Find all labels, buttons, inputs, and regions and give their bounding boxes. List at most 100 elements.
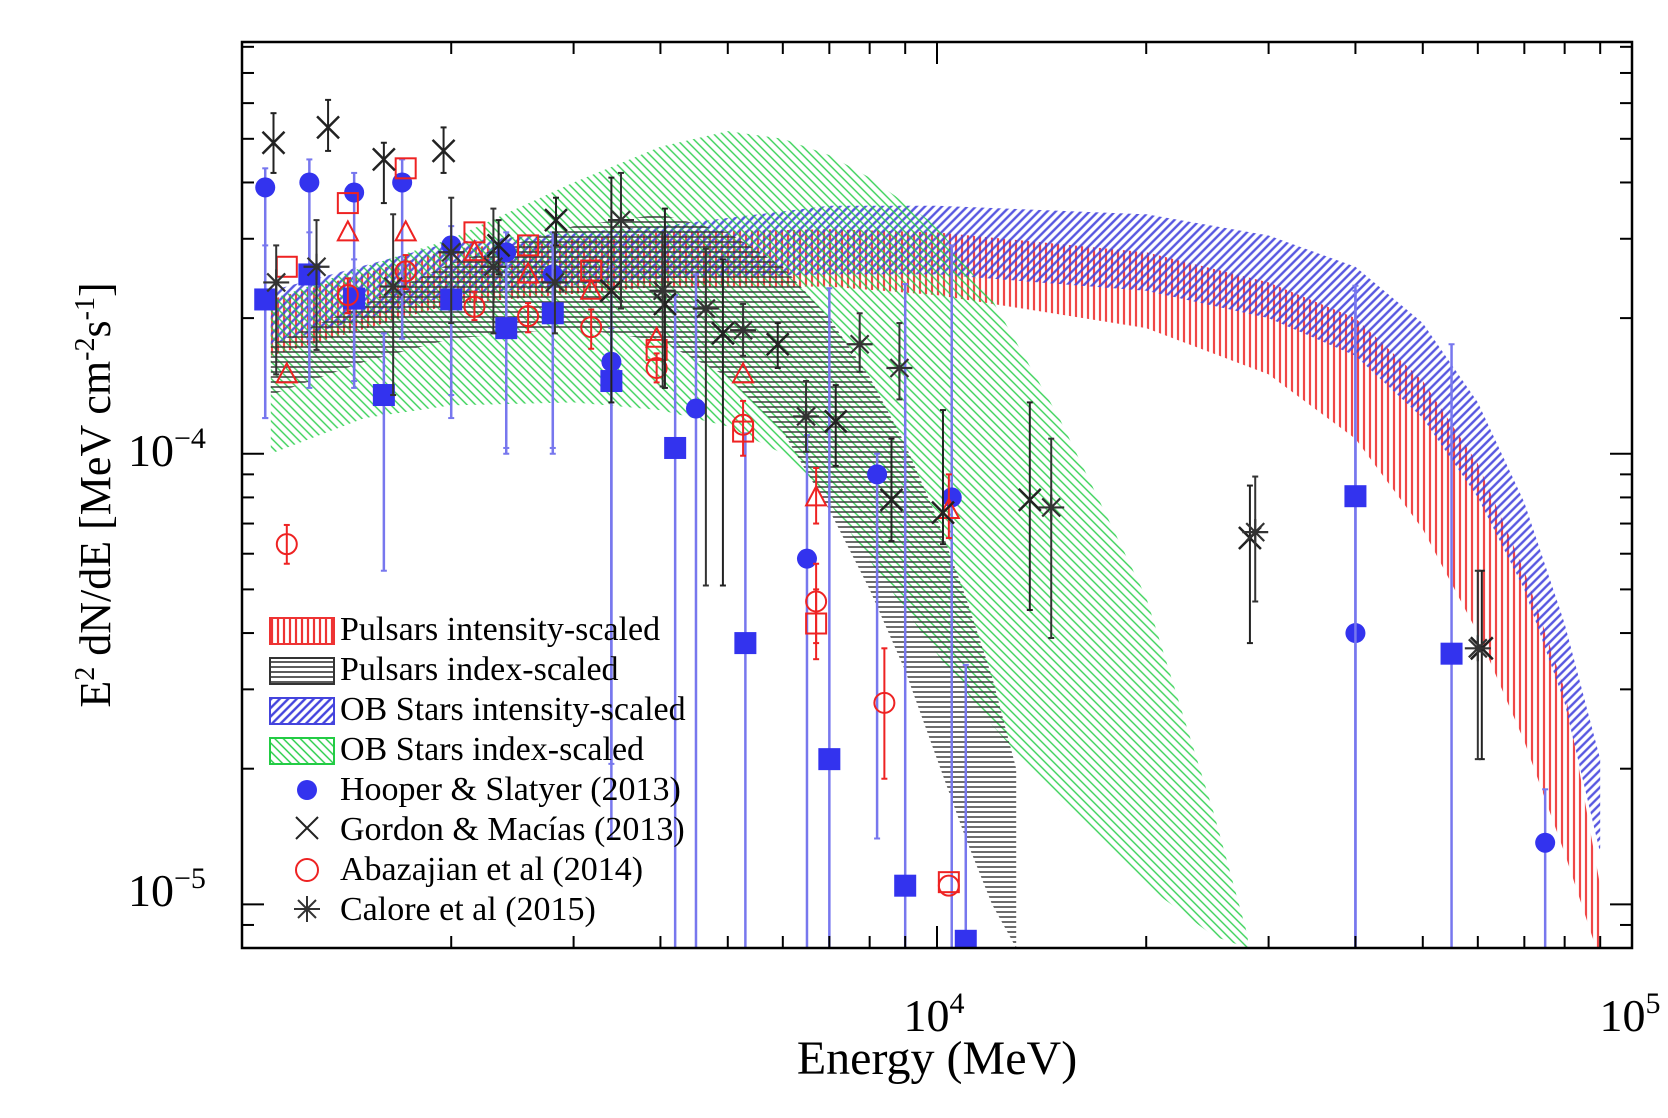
marker	[480, 253, 507, 280]
point-abazajian-open-squares	[394, 157, 417, 180]
marker	[261, 130, 286, 155]
point-gordon-mac-as-2013-	[544, 196, 568, 247]
marker	[664, 436, 687, 459]
legend-marker-calore	[294, 896, 320, 922]
marker	[685, 398, 706, 419]
point-calore-et-al-2015-	[1242, 475, 1269, 603]
point-calore-et-al-2015-	[438, 196, 465, 325]
marker	[793, 403, 820, 430]
marker	[599, 278, 624, 303]
marker	[1464, 635, 1491, 662]
point-abazajian-open-squares	[517, 234, 540, 257]
axis-ticks	[241, 42, 1633, 949]
marker	[692, 295, 719, 322]
point-calore-et-al-2015-	[649, 231, 676, 388]
legend-swatch-ob-intensity	[269, 697, 335, 725]
y-tick-label-1e-5: 10−5	[128, 862, 206, 916]
point-gordon-mac-as-2013-	[371, 141, 396, 205]
point-gordon-mac-as-2013-	[879, 437, 904, 543]
point-hooper-slatyer-squares	[1440, 343, 1463, 948]
point-gordon-mac-as-2013-	[261, 112, 286, 174]
marker	[380, 273, 407, 300]
legend-entry-hooper: Hooper & Slatyer (2013)	[297, 771, 681, 808]
point-calore-et-al-2015-	[607, 171, 634, 310]
point-abazajian-et-al-2014-	[873, 647, 896, 780]
point-gordon-mac-as-2013-	[765, 322, 790, 369]
marker	[263, 269, 290, 296]
point-gordon-mac-as-2013-	[1238, 484, 1262, 645]
marker	[711, 321, 735, 346]
point-calore-et-al-2015-	[886, 322, 913, 401]
point-abazajian-open-squares	[336, 192, 359, 215]
legend-marker-gordon	[295, 816, 319, 840]
marker	[1344, 485, 1367, 508]
legend: Pulsars intensity-scaled Pulsars index-s…	[269, 611, 686, 928]
marker	[954, 929, 977, 948]
marker	[544, 208, 568, 232]
marker	[372, 384, 395, 407]
marker	[804, 484, 828, 507]
point-hooper-slatyer-squares	[734, 432, 757, 948]
legend-label-calore: Calore et al (2015)	[340, 891, 596, 928]
marker	[486, 233, 511, 258]
legend-swatch-pulsars-index	[269, 657, 335, 685]
point-abazajian-open-squares	[805, 588, 828, 661]
marker	[873, 691, 896, 714]
legend-label-abazajian: Abazajian et al (2014)	[340, 851, 643, 888]
marker	[438, 239, 465, 266]
x-axis-label: Energy (MeV)	[797, 1032, 1077, 1085]
point-calore-et-al-2015-	[730, 302, 757, 357]
marker	[275, 361, 299, 384]
marker	[516, 261, 540, 284]
marker	[303, 253, 330, 280]
legend-entry-abazajian: Abazajian et al (2014)	[295, 851, 643, 888]
marker	[867, 464, 888, 485]
points-layer	[254, 98, 1556, 948]
point-gordon-mac-as-2013-	[316, 98, 340, 152]
legend-entry-pulsars-index: Pulsars index-scaled	[269, 651, 619, 688]
marker	[255, 177, 276, 198]
marker	[1440, 642, 1463, 665]
marker	[371, 147, 396, 172]
marker	[541, 269, 568, 296]
point-hooper-slatyer-squares	[495, 265, 518, 449]
marker	[275, 255, 298, 278]
point-hooper-slatyer-2013-	[796, 434, 817, 948]
point-abazajian-et-al-2014-	[275, 523, 298, 565]
point-abazajian-et-al-2014-	[517, 302, 540, 334]
point-abazajian-et-al-2014-	[645, 352, 668, 384]
legend-swatch-ob-index	[269, 737, 335, 765]
point-gordon-mac-as-2013-	[931, 409, 955, 546]
marker	[732, 420, 755, 443]
point-abazajian-et-al-2014-	[336, 277, 359, 315]
marker	[517, 234, 540, 257]
point-gordon-mac-as-2013-	[599, 176, 624, 404]
marker	[316, 115, 340, 140]
marker	[394, 157, 417, 180]
point-hooper-slatyer-2013-	[1535, 788, 1556, 948]
marker	[463, 295, 486, 318]
marker	[541, 302, 564, 325]
marker	[731, 361, 755, 384]
point-hooper-slatyer-squares	[372, 332, 395, 572]
legend-entry-gordon: Gordon & Macías (2013)	[295, 811, 685, 848]
point-hooper-slatyer-2013-	[685, 273, 706, 948]
point-gordon-mac-as-2013-	[1017, 401, 1042, 612]
point-abazajian-open-squares	[645, 338, 668, 361]
point-abazajian-open-squares	[275, 255, 298, 278]
point-abazajian-open-squares	[937, 871, 960, 894]
point-calore-et-al-2015-	[263, 244, 290, 376]
marker	[734, 632, 757, 655]
point-abazajian-open-triangles	[579, 277, 603, 300]
point-calore-et-al-2015-	[1038, 437, 1065, 640]
point-abazajian-et-al-2014-	[394, 254, 417, 291]
legend-entry-calore: Calore et al (2015)	[294, 891, 596, 928]
point-abazajian-et-al-2014-	[580, 308, 603, 350]
legend-swatch-pulsars-intensity	[269, 617, 335, 645]
legend-label-ob-index: OB Stars index-scaled	[340, 731, 644, 768]
marker	[394, 219, 418, 242]
point-abazajian-et-al-2014-	[463, 290, 486, 322]
marker	[517, 305, 540, 328]
marker	[607, 207, 634, 234]
